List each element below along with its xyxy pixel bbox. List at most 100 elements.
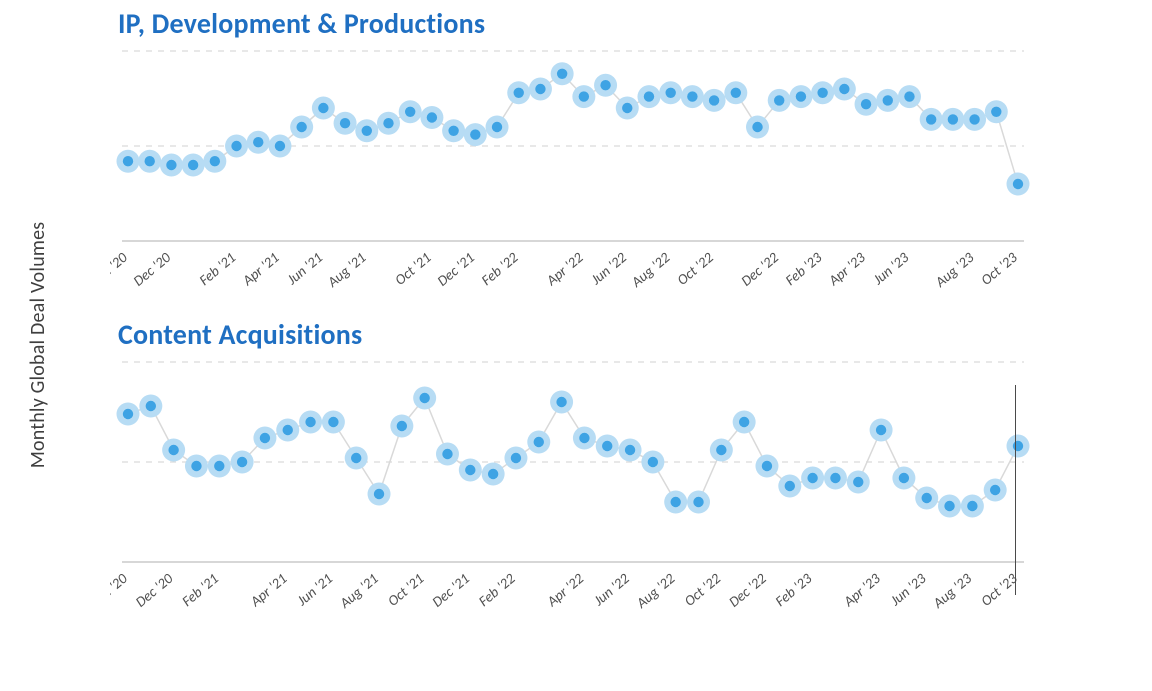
data-point <box>693 497 703 507</box>
data-point <box>557 69 567 79</box>
data-point <box>168 445 178 455</box>
x-tick-label: Dec '21 <box>433 248 478 289</box>
x-tick-label: Dec '20 <box>129 248 174 290</box>
data-point <box>191 461 201 471</box>
data-point <box>328 417 338 427</box>
x-tick-label: Feb '22 <box>475 569 519 610</box>
data-point <box>514 88 524 98</box>
data-point <box>556 397 566 407</box>
data-point <box>731 88 741 98</box>
data-point <box>579 433 589 443</box>
data-point <box>253 137 263 147</box>
data-point <box>283 425 293 435</box>
data-point <box>807 473 817 483</box>
data-point <box>600 80 610 90</box>
data-point <box>351 453 361 463</box>
data-point <box>123 409 133 419</box>
x-tick-label: Feb '21 <box>195 248 239 289</box>
data-point <box>362 126 372 136</box>
data-point <box>305 417 315 427</box>
data-point <box>944 501 954 511</box>
x-tick-label: Aug '23 <box>931 248 978 291</box>
data-point <box>146 401 156 411</box>
data-point <box>534 437 544 447</box>
data-point <box>796 91 806 101</box>
data-point <box>622 103 632 113</box>
x-tick-label: Aug '21 <box>323 248 369 291</box>
data-point <box>237 457 247 467</box>
x-tick-label: Aug '21 <box>335 569 381 612</box>
data-point <box>904 91 914 101</box>
charts-container: IP, Development & Productions Oct '20Dec… <box>90 0 1090 632</box>
data-point <box>210 156 220 166</box>
data-point <box>785 481 795 491</box>
data-point <box>231 141 241 151</box>
data-point <box>665 88 675 98</box>
data-point <box>296 122 306 132</box>
data-point <box>839 84 849 94</box>
data-point <box>899 473 909 483</box>
data-point <box>861 99 871 109</box>
x-tick-label: Jun '21 <box>292 569 336 610</box>
data-point <box>762 461 772 471</box>
data-point <box>969 114 979 124</box>
data-point <box>853 477 863 487</box>
x-tick-label: Apr '23 <box>824 248 869 290</box>
x-tick-label: Jun '23 <box>869 248 913 289</box>
data-point <box>752 122 762 132</box>
data-point <box>716 445 726 455</box>
data-point <box>625 445 635 455</box>
data-point <box>990 485 1000 495</box>
x-tick-label: Aug '23 <box>929 569 976 612</box>
data-point <box>774 95 784 105</box>
data-point <box>374 489 384 499</box>
x-tick-label: Feb '22 <box>478 248 522 289</box>
x-tick-label: Apr '23 <box>839 569 884 611</box>
chart-svg-content: Oct '20Dec '20Feb '21Apr '21Jun '21Aug '… <box>110 354 1040 632</box>
chart-ip-dev-prod: IP, Development & Productions Oct '20Dec… <box>110 6 1070 311</box>
x-tick-label: Aug '22 <box>627 248 674 291</box>
data-point <box>318 103 328 113</box>
data-point <box>214 461 224 471</box>
data-point <box>405 107 415 117</box>
data-point <box>488 469 498 479</box>
data-point <box>442 449 452 459</box>
data-point <box>602 441 612 451</box>
chart-content-acq: Content Acquisitions Oct '20Dec '20Feb '… <box>110 317 1070 632</box>
data-point <box>188 160 198 170</box>
x-tick-label: Dec '22 <box>725 569 770 611</box>
x-tick-label: Jun '22 <box>589 569 633 610</box>
x-tick-label: Apr '21 <box>238 248 283 289</box>
data-point <box>383 118 393 128</box>
x-tick-label: Dec '22 <box>737 248 782 290</box>
data-point <box>687 91 697 101</box>
data-point <box>397 421 407 431</box>
data-point <box>579 91 589 101</box>
data-point <box>535 84 545 94</box>
data-point <box>260 433 270 443</box>
data-point <box>739 417 749 427</box>
data-point <box>492 122 502 132</box>
x-tick-label: Jun '23 <box>886 569 930 610</box>
data-point <box>427 112 437 122</box>
data-point <box>991 107 1001 117</box>
data-point <box>511 453 521 463</box>
x-tick-label: Dec '20 <box>132 569 177 611</box>
data-point <box>817 88 827 98</box>
y-axis-label: Monthly Global Deal Volumes <box>26 222 50 469</box>
x-tick-label: Dec '21 <box>428 569 473 610</box>
x-tick-label: Oct '21 <box>391 248 434 289</box>
data-point <box>883 95 893 105</box>
x-tick-label: Oct '23 <box>977 248 1021 289</box>
chart-title-ip: IP, Development & Productions <box>118 6 1070 41</box>
data-point <box>922 493 932 503</box>
data-point <box>448 126 458 136</box>
chart-svg-ip: Oct '20Dec '20Feb '21Apr '21Jun '21Aug '… <box>110 43 1040 311</box>
x-tick-label: Apr '22 <box>542 569 587 611</box>
chart-title-content: Content Acquisitions <box>118 317 1070 352</box>
data-point <box>876 425 886 435</box>
x-tick-label: Jun '21 <box>282 248 326 289</box>
data-point <box>419 393 429 403</box>
data-point <box>275 141 285 151</box>
x-tick-label: Oct '22 <box>680 569 724 610</box>
